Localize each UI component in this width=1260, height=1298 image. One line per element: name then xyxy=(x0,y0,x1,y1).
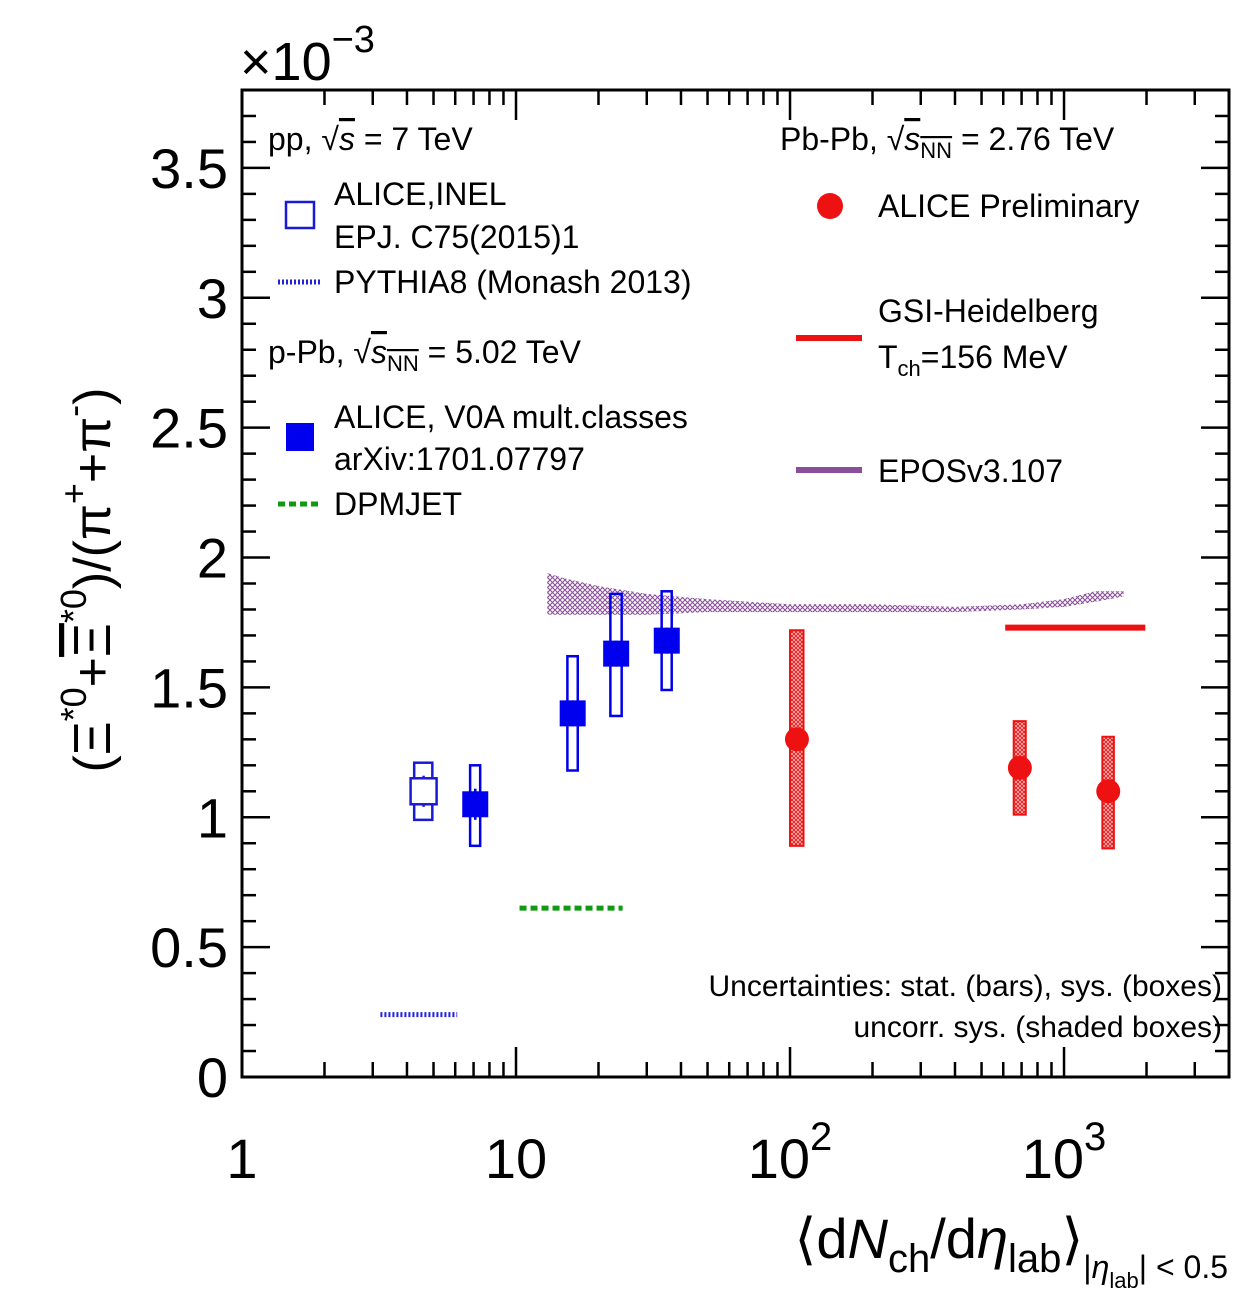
model-layer xyxy=(380,573,1146,1018)
y-tick-label: 3.5 xyxy=(150,137,228,200)
ppb-data-point xyxy=(462,791,489,818)
legend-pythia-label: PYTHIA8 (Monash 2013) xyxy=(334,264,692,300)
legend-filled-circle-marker xyxy=(817,193,843,219)
legend-ppb-title: p-Pb, √sNN = 5.02 TeV xyxy=(268,334,582,376)
legend-pp-data-line2: EPJ. C75(2015)1 xyxy=(334,219,579,255)
uncertainty-note-line2: uncorr. sys. (shaded boxes) xyxy=(853,1011,1222,1044)
legend-filled-square-marker xyxy=(286,423,314,451)
axis-ticks xyxy=(240,90,1231,1079)
x-tick-label: 103 xyxy=(1022,1115,1107,1190)
legend-pbpb-data-label: ALICE Preliminary xyxy=(878,188,1139,224)
legend-gsi-line1: GSI-Heidelberg xyxy=(878,293,1099,329)
y-axis-label: (Ξ*0+Ξ*0)/(π++π-) xyxy=(53,388,122,773)
legend-pbpb-title: Pb-Pb, √sNN = 2.76 TeV xyxy=(780,121,1115,163)
y-multiplier: ×10−3 xyxy=(240,19,375,92)
ppb-data-point xyxy=(603,640,630,667)
uncertainty-note-line1: Uncertainties: stat. (bars), sys. (boxes… xyxy=(709,970,1223,1003)
epos-band xyxy=(547,573,1124,615)
pbpb-data-point xyxy=(1007,755,1032,780)
legend-pp-title: pp, √s = 7 TeV xyxy=(268,121,473,157)
legend-ppb-data-line1: ALICE, V0A mult.classes xyxy=(334,399,688,435)
y-tick-label: 0 xyxy=(197,1046,228,1109)
x-tick-label: 102 xyxy=(748,1115,833,1190)
x-tick-labels: 1 10 102 103 xyxy=(226,1115,1106,1190)
x-tick-label: 10 xyxy=(485,1127,547,1190)
legend-epos-label: EPOSv3.107 xyxy=(878,453,1063,489)
x-tick-label: 1 xyxy=(226,1127,257,1190)
y-tick-label: 1 xyxy=(197,786,228,849)
y-tick-label: 3 xyxy=(197,267,228,330)
y-multiplier-base: ×10 xyxy=(240,32,332,92)
y-tick-label: 0.5 xyxy=(150,916,228,979)
data-layer xyxy=(409,590,1121,850)
pbpb-data-point xyxy=(1096,779,1121,804)
pbpb-data-point xyxy=(784,727,809,752)
legend-open-square-marker xyxy=(284,200,316,230)
ppb-data-point xyxy=(653,627,680,654)
y-tick-label: 2.5 xyxy=(150,397,228,460)
legend-pp-data-line1: ALICE,INEL xyxy=(334,176,507,212)
legend-gsi-line2: Tch=156 MeV xyxy=(878,339,1068,381)
x-axis-label: ⟨dNch/dηlab⟩|ηlab| < 0.5 xyxy=(795,1207,1228,1293)
y-tick-label: 2 xyxy=(197,527,228,590)
ppb-data-point xyxy=(559,700,586,727)
y-tick-label: 1.5 xyxy=(150,656,228,719)
legend-ppb-data-line2: arXiv:1701.07797 xyxy=(334,441,585,477)
pp-data-point xyxy=(409,777,438,806)
legend-dpmjet-label: DPMJET xyxy=(334,486,462,522)
y-multiplier-exponent: −3 xyxy=(332,19,375,61)
y-tick-labels: 0 0.5 1 1.5 2 2.5 3 3.5 xyxy=(150,137,228,1109)
